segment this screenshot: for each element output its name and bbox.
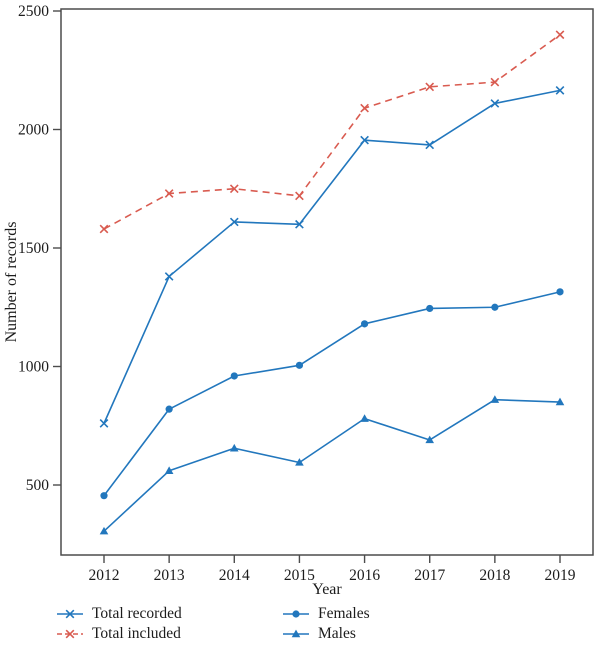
x-axis-title: Year (312, 581, 342, 598)
y-tick-label: 1500 (18, 240, 49, 257)
circle-marker-icon (230, 372, 238, 380)
x-tick-label: 2013 (154, 567, 185, 584)
triangle-marker-icon (360, 414, 369, 422)
series-males (99, 395, 565, 535)
triangle-marker-icon (229, 443, 239, 452)
triangle-marker-icon (425, 435, 435, 444)
x-marker-icon (164, 189, 174, 198)
legend-item-females: Females (281, 604, 370, 624)
x-tick-label: 2016 (349, 567, 380, 584)
series-females (100, 288, 564, 500)
triangle-marker-icon (490, 395, 500, 403)
x-tick-label: 2019 (545, 567, 576, 584)
x-tick-label: 2018 (479, 567, 510, 584)
circle-marker-icon (491, 303, 499, 311)
x-marker-icon (295, 191, 304, 201)
legend-item-males: Males (281, 624, 370, 644)
triangle-marker-icon (295, 458, 304, 466)
series-total-included (99, 30, 565, 234)
series-line (103, 34, 561, 230)
x-marker-icon (360, 103, 369, 113)
triangle-marker-icon (291, 629, 301, 638)
blue-x-line-marker-icon (55, 608, 85, 620)
x-marker-icon (490, 77, 500, 87)
red-dashed-x-line-marker-icon (55, 628, 85, 640)
x-marker-icon (65, 629, 75, 639)
legend-label-total-included: Total included (92, 625, 181, 642)
chart-legend-column-2: Females Males (281, 604, 370, 644)
circle-marker-icon (165, 405, 173, 413)
y-tick-label: 500 (26, 477, 50, 494)
series-line (103, 291, 561, 497)
x-marker-icon (99, 224, 109, 234)
blue-triangle-line-marker-icon (281, 628, 311, 640)
y-tick-label: 2500 (18, 3, 49, 20)
x-tick-label: 2015 (284, 567, 315, 584)
x-marker-icon (65, 609, 75, 619)
y-axis-title: Number of records (3, 222, 20, 343)
triangle-marker-icon (99, 526, 109, 535)
circle-marker-icon (426, 304, 434, 313)
legend-label-total-recorded: Total recorded (92, 605, 182, 622)
circle-marker-icon (556, 288, 564, 296)
x-marker-icon (425, 140, 435, 150)
blue-circle-line-marker-icon (281, 608, 311, 620)
series-line (103, 89, 561, 424)
triangle-marker-icon (555, 397, 565, 406)
x-tick-label: 2012 (89, 567, 120, 584)
legend-label-males: Males (318, 625, 356, 642)
x-marker-icon (425, 82, 435, 92)
x-marker-icon (555, 86, 565, 95)
plot-frame (60, 8, 594, 556)
series-line (103, 398, 561, 532)
legend-label-females: Females (318, 605, 370, 622)
chart-legend-column-1: Total recorded Total included (55, 604, 182, 644)
x-marker-icon (229, 217, 239, 227)
legend-item-total-recorded: Total recorded (55, 604, 182, 624)
x-tick-label: 2017 (414, 567, 445, 584)
triangle-marker-icon (164, 466, 174, 474)
series-total-recorded (99, 86, 565, 428)
x-marker-icon (229, 184, 239, 194)
x-marker-icon (295, 219, 304, 229)
y-tick-label: 1000 (18, 359, 49, 376)
legend-item-total-included: Total included (55, 624, 182, 644)
circle-marker-icon (295, 361, 304, 369)
x-tick-label: 2014 (219, 567, 250, 584)
circle-marker-icon (360, 320, 369, 328)
x-marker-icon (490, 99, 500, 108)
y-tick-label: 2000 (18, 122, 49, 139)
plot-area: 500 1000 1500 2000 2500 2012 2013 2014 2015 2016 2… (18, 3, 594, 584)
circle-marker-icon (100, 492, 108, 500)
x-marker-icon (555, 30, 565, 40)
x-marker-icon (99, 419, 109, 428)
x-marker-icon (164, 272, 174, 281)
circle-marker-icon (292, 610, 300, 618)
x-marker-icon (360, 135, 369, 145)
